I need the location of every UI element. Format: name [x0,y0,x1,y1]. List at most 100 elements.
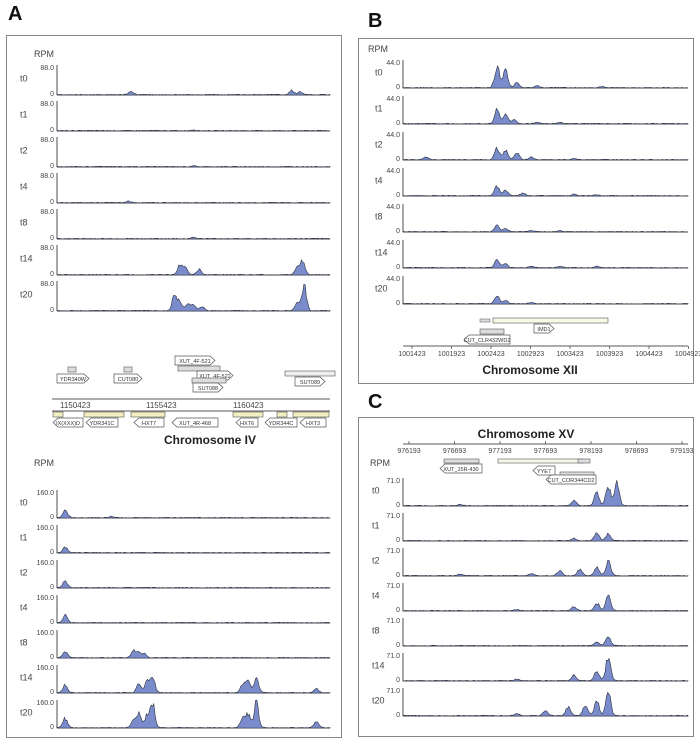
gene-feature [479,318,491,323]
y-min-tick-label: 0 [396,572,400,579]
coordinate-tick-label: 978693 [625,448,648,455]
y-max-tick-label: 44.0 [386,204,400,211]
track-label: t8 [372,625,380,635]
track-label: t1 [372,520,380,530]
gene-label: CUT080 [118,377,138,383]
coordinate-tick-label: 1002923 [517,351,544,358]
y-min-tick-label: 0 [396,642,400,649]
track-label: t20 [20,290,33,300]
y-min-tick-label: 0 [50,654,54,661]
panel-A-bottom-tracks: RPM t0 160.0 0 t1 160.0 0 t2 160.0 0 t4 160.0 0 t8 160… [20,458,331,731]
signal-area [56,580,331,589]
gene-feature [276,411,288,418]
coordinate-tick-label: 1001423 [398,351,425,358]
track-t4: t4 160.0 0 [20,595,331,626]
track-t1: t1 160.0 0 [20,525,331,556]
track-label: t4 [20,182,28,192]
gene-label: CUT_COR344CD2 [548,478,595,484]
y-min-tick-label: 0 [396,264,400,271]
y-min-tick-label: 0 [396,607,400,614]
track-label: t0 [375,67,383,77]
y-max-tick-label: 160.0 [36,525,54,532]
gene-feature [439,463,483,474]
panel-C-gene-map: 976193 976693 977193 977693 978193 978693 9791… [397,441,694,485]
gene-label: XUT_15R-430 [443,467,478,473]
gene-label: YYE7 [537,469,551,475]
y-max-tick-label: 88.0 [40,281,54,288]
track-label: t0 [20,74,28,84]
track-label: t4 [20,602,28,612]
y-max-tick-label: 44.0 [386,168,400,175]
signal-area [56,236,331,240]
signal-area [56,613,331,624]
track-label: t0 [372,485,380,495]
track-label: t1 [20,110,28,120]
gene-feature [232,411,264,418]
y-min-tick-label: 0 [50,199,54,206]
coordinate-tick-label: 1150423 [60,401,91,410]
y-min-tick-label: 0 [50,271,54,278]
panel-B-box [358,38,694,384]
track-t0: t0 88.0 0 [20,65,331,98]
track-t8: t8 88.0 0 [20,209,331,242]
track-t0: t0 160.0 0 [20,490,331,521]
y-max-tick-label: 44.0 [386,96,400,103]
y-max-tick-label: 71.0 [386,583,400,590]
track-label: t20 [375,283,388,293]
gene-feature [577,458,591,464]
track-label: t0 [20,497,28,507]
signal-area [56,546,331,554]
signal-area [402,185,689,197]
y-max-tick-label: 88.0 [40,65,54,72]
signal-area [56,259,331,276]
y-min-tick-label: 0 [50,619,54,626]
gene-feature [52,411,64,418]
gene-feature [463,334,511,345]
y-min-tick-label: 0 [50,724,54,731]
y-max-tick-label: 160.0 [36,700,54,707]
panel-letter-A: A [8,3,23,25]
y-max-tick-label: 88.0 [40,245,54,252]
gene-feature [284,370,336,377]
gene-feature [292,411,330,418]
signal-area [402,532,689,542]
gene-feature [443,458,480,464]
y-min-tick-label: 0 [50,307,54,314]
signal-area [402,146,689,161]
y-max-tick-label: 44.0 [386,240,400,247]
track-label: t2 [20,146,28,156]
track-label: t2 [375,139,383,149]
gene-feature [294,376,326,387]
gene-feature [533,323,555,334]
gene-feature [192,382,224,393]
signal-area [402,559,689,577]
y-min-tick-label: 0 [396,84,400,91]
coordinate-tick-label: 978193 [579,448,602,455]
signal-area [402,657,689,682]
coordinate-tick-label: 976693 [443,448,466,455]
y-max-tick-label: 160.0 [36,630,54,637]
y-max-tick-label: 160.0 [36,490,54,497]
gene-feature [545,474,597,485]
y-max-tick-label: 160.0 [36,665,54,672]
signal-area [56,129,331,132]
gene-feature [171,417,219,428]
track-t2: t2 71.0 0 [372,548,689,579]
coordinate-tick-label: 1160423 [233,401,264,410]
track-t1: t1 88.0 0 [20,101,331,134]
signal-area [56,699,331,729]
gene-label: YDR341C [90,421,115,427]
gene-feature [85,417,119,428]
gene-feature [56,373,90,384]
coordinate-tick-label: 1001923 [438,351,465,358]
coordinate-tick-label: 976193 [397,448,420,455]
signal-area [56,165,331,168]
gene-label: HXT6 [240,421,254,427]
y-min-tick-label: 0 [50,584,54,591]
gene-label: HXT7 [142,421,156,427]
track-t1: t1 71.0 0 [372,513,689,544]
